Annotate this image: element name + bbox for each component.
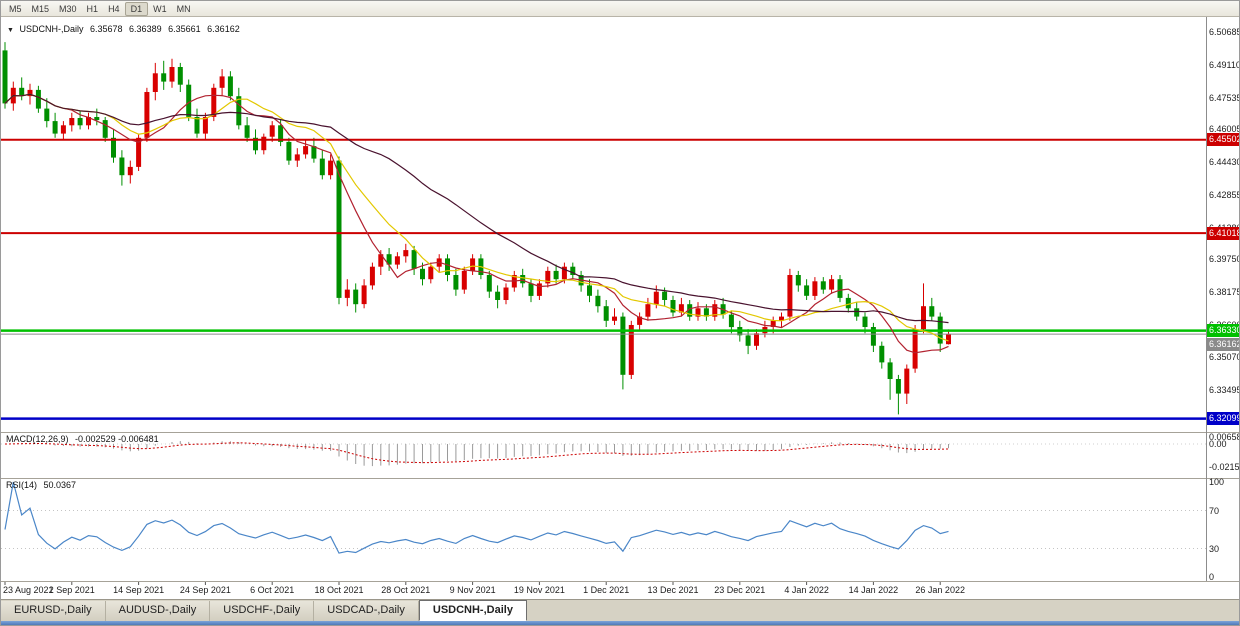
date-axis-label: 4 Jan 2022 xyxy=(784,585,829,595)
date-axis-label: 23 Aug 2021 xyxy=(3,585,54,595)
price-badge: 6.32099 xyxy=(1207,412,1240,426)
price-badge: 6.36330 xyxy=(1207,324,1240,338)
rsi-axis-label: 70 xyxy=(1209,505,1220,516)
date-axis-label: 2 Sep 2021 xyxy=(48,585,95,595)
rsi-value: 50.0367 xyxy=(43,480,77,490)
date-axis-label: 6 Oct 2021 xyxy=(250,585,295,595)
quote-open: 6.35678 xyxy=(89,24,123,34)
timeframe-button-m15[interactable]: M15 xyxy=(31,3,50,14)
tab-usdchf-daily[interactable]: USDCHF-,Daily xyxy=(210,601,315,621)
price-axis-label: 6.33495 xyxy=(1209,384,1240,395)
timeframe-button-h4[interactable]: H4 xyxy=(108,3,120,14)
rsi-indicator-label: RSI(14) 50.0367 xyxy=(6,480,80,490)
date-axis-label: 19 Nov 2021 xyxy=(513,585,565,595)
timeframe-button-m5[interactable]: M5 xyxy=(9,3,22,14)
timeframe-toolbar: M5 M15 M30 H1 H4 D1 W1 MN xyxy=(1,1,1239,17)
price-axis-label: 6.50685 xyxy=(1209,27,1240,37)
quote-close: 6.36162 xyxy=(207,24,240,34)
timeframe-button-m30[interactable]: M30 xyxy=(59,3,77,14)
quote-low: 6.35661 xyxy=(168,24,201,34)
macd-axis-label: 0.00 xyxy=(1209,439,1227,449)
date-axis-label: 23 Dec 2021 xyxy=(714,585,766,595)
tab-audusd-daily[interactable]: AUDUSD-,Daily xyxy=(105,601,211,621)
timeframe-button-h1[interactable]: H1 xyxy=(86,3,99,14)
timeframe-button-w1[interactable]: W1 xyxy=(153,3,167,14)
rsi-axis-label: 0 xyxy=(1209,572,1215,582)
pane-separator-rsi[interactable] xyxy=(1,478,1239,479)
price-axis-label: 6.49110 xyxy=(1209,59,1240,70)
price-axis-label: 6.46005 xyxy=(1209,124,1240,135)
timeframe-button-d1[interactable]: D1 xyxy=(124,1,149,16)
price-axis-line xyxy=(1206,17,1207,581)
date-axis-label: 1 Dec 2021 xyxy=(583,585,630,595)
collapse-chevron-icon[interactable]: ▼ xyxy=(7,27,14,34)
taskbar-edge xyxy=(1,621,1239,625)
macd-indicator-label: MACD(12,26,9) -0.002529 -0.006481 xyxy=(6,434,163,444)
price-axis-label: 6.44430 xyxy=(1209,157,1240,168)
quote-high: 6.36389 xyxy=(129,24,162,34)
pane-separator-macd[interactable] xyxy=(1,432,1239,433)
price-axis-label: 6.35070 xyxy=(1209,351,1240,362)
date-axis-label: 28 Oct 2021 xyxy=(381,585,431,595)
macd-values: -0.002529 -0.006481 xyxy=(75,434,159,444)
date-axis-label: 9 Nov 2021 xyxy=(449,585,496,595)
tab-usdcad-daily[interactable]: USDCAD-,Daily xyxy=(314,601,419,621)
rsi-axis-label: 100 xyxy=(1209,477,1225,487)
macd-name: MACD(12,26,9) xyxy=(6,434,69,444)
macd-axis-label: 0.00658 xyxy=(1209,431,1240,442)
chart-plot[interactable] xyxy=(1,17,1206,581)
tab-eurusd-daily[interactable]: EURUSD-,Daily xyxy=(1,601,106,621)
date-axis-label: 18 Oct 2021 xyxy=(314,585,364,595)
date-axis-label: 14 Jan 2022 xyxy=(848,585,899,595)
price-badge: 6.41018 xyxy=(1207,226,1240,240)
price-axis-label: 6.42855 xyxy=(1209,189,1240,200)
ohlc-quote-line: ▼ USDCNH-,Daily 6.35678 6.36389 6.35661 … xyxy=(7,24,244,34)
date-axis-label: 14 Sep 2021 xyxy=(113,585,165,595)
tab-usdcnh-daily[interactable]: USDCNH-,Daily xyxy=(418,600,527,621)
price-badge: 6.36162 xyxy=(1207,337,1240,351)
rsi-name: RSI(14) xyxy=(6,480,38,490)
date-axis-label: 24 Sep 2021 xyxy=(179,585,231,595)
date-axis-label: 13 Dec 2021 xyxy=(647,585,699,595)
price-axis-label: 6.38175 xyxy=(1209,287,1240,298)
date-axis-label: 26 Jan 2022 xyxy=(915,585,965,595)
macd-axis-label: -0.02159 xyxy=(1209,461,1240,472)
rsi-axis-label: 30 xyxy=(1209,543,1220,554)
price-axis-label: 6.47535 xyxy=(1209,92,1240,103)
chart-tabs-bar: EURUSD-,Daily AUDUSD-,Daily USDCHF-,Daily U… xyxy=(1,599,1239,621)
price-axis-label: 6.39750 xyxy=(1209,254,1240,265)
quote-symbol: USDCNH-,Daily xyxy=(19,24,84,34)
time-axis-line xyxy=(1,581,1239,582)
price-badge: 6.45502 xyxy=(1207,133,1240,147)
timeframe-button-mn[interactable]: MN xyxy=(176,3,191,14)
